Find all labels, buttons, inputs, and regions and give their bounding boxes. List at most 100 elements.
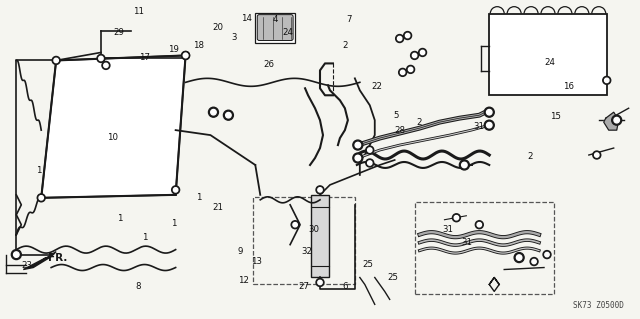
Circle shape	[595, 153, 599, 157]
Circle shape	[460, 160, 469, 170]
Text: 25: 25	[388, 272, 399, 281]
Circle shape	[316, 278, 324, 286]
Circle shape	[182, 51, 189, 59]
Circle shape	[396, 34, 404, 42]
Text: FR.: FR.	[48, 253, 68, 263]
Circle shape	[355, 142, 360, 148]
Circle shape	[366, 159, 374, 167]
Circle shape	[318, 280, 322, 285]
Circle shape	[318, 188, 322, 192]
Circle shape	[532, 259, 536, 264]
Circle shape	[54, 58, 58, 63]
Text: 1: 1	[196, 193, 202, 202]
Circle shape	[39, 196, 44, 200]
Circle shape	[543, 251, 551, 259]
Circle shape	[545, 252, 549, 257]
Bar	[415, 202, 554, 294]
Text: 12: 12	[238, 276, 249, 285]
Circle shape	[404, 32, 412, 40]
Text: 15: 15	[550, 112, 561, 121]
Text: 26: 26	[264, 60, 275, 69]
Bar	[255, 13, 295, 42]
Text: 24: 24	[544, 58, 555, 67]
Text: 17: 17	[140, 53, 150, 62]
Circle shape	[411, 51, 419, 59]
Text: 2: 2	[343, 41, 348, 50]
Circle shape	[476, 221, 483, 229]
Text: 16: 16	[563, 82, 574, 91]
Text: 9: 9	[237, 247, 243, 256]
Polygon shape	[41, 56, 186, 198]
Circle shape	[419, 48, 426, 56]
Text: 31: 31	[442, 225, 453, 234]
Circle shape	[401, 70, 405, 75]
Circle shape	[172, 186, 180, 194]
Text: 23: 23	[21, 261, 33, 271]
Circle shape	[477, 223, 481, 227]
Text: 28: 28	[394, 126, 405, 135]
Circle shape	[184, 53, 188, 58]
Text: 4: 4	[273, 15, 278, 24]
Text: 6: 6	[343, 282, 348, 291]
Circle shape	[484, 107, 494, 117]
Text: 32: 32	[301, 247, 313, 256]
Text: SK73 Z0500D: SK73 Z0500D	[573, 301, 623, 310]
Circle shape	[97, 55, 105, 63]
Circle shape	[399, 68, 406, 76]
Circle shape	[353, 153, 363, 163]
Circle shape	[408, 67, 413, 71]
Text: 1: 1	[116, 214, 122, 223]
Circle shape	[612, 115, 621, 125]
Text: 5: 5	[394, 111, 399, 120]
Text: 29: 29	[114, 28, 125, 37]
Circle shape	[184, 53, 188, 58]
Circle shape	[406, 65, 415, 73]
Circle shape	[530, 257, 538, 265]
Text: 19: 19	[168, 45, 179, 55]
Text: 2: 2	[527, 152, 533, 161]
Circle shape	[52, 56, 60, 64]
FancyBboxPatch shape	[257, 15, 293, 41]
Circle shape	[605, 78, 609, 83]
Bar	[311, 195, 329, 278]
Circle shape	[104, 63, 108, 68]
Circle shape	[37, 194, 45, 202]
Polygon shape	[23, 252, 56, 270]
Circle shape	[516, 255, 522, 260]
Circle shape	[99, 56, 103, 61]
Text: 7: 7	[346, 15, 351, 24]
Circle shape	[486, 109, 492, 115]
Circle shape	[367, 148, 372, 152]
Circle shape	[397, 36, 402, 41]
Text: 24: 24	[283, 28, 294, 37]
Polygon shape	[604, 112, 619, 130]
Circle shape	[209, 107, 218, 117]
Text: 18: 18	[193, 41, 204, 50]
Circle shape	[603, 76, 611, 84]
Circle shape	[593, 151, 601, 159]
Bar	[253, 197, 355, 285]
Text: 27: 27	[299, 282, 310, 291]
Text: 13: 13	[251, 257, 262, 266]
Circle shape	[102, 62, 110, 70]
Text: 30: 30	[308, 225, 319, 234]
Circle shape	[454, 216, 459, 220]
Circle shape	[13, 252, 19, 257]
Text: 14: 14	[241, 14, 252, 23]
Circle shape	[614, 117, 620, 123]
Bar	[489, 14, 607, 95]
Circle shape	[182, 51, 189, 59]
Circle shape	[293, 223, 298, 227]
Text: 3: 3	[231, 33, 237, 42]
Circle shape	[211, 109, 216, 115]
Text: 31: 31	[461, 238, 472, 247]
Circle shape	[420, 50, 425, 55]
Text: 22: 22	[372, 82, 383, 91]
Circle shape	[514, 253, 524, 263]
Circle shape	[366, 146, 374, 154]
Text: 2: 2	[417, 118, 422, 128]
Text: 8: 8	[136, 282, 141, 291]
Circle shape	[12, 249, 21, 260]
Circle shape	[316, 186, 324, 194]
Circle shape	[461, 162, 467, 168]
